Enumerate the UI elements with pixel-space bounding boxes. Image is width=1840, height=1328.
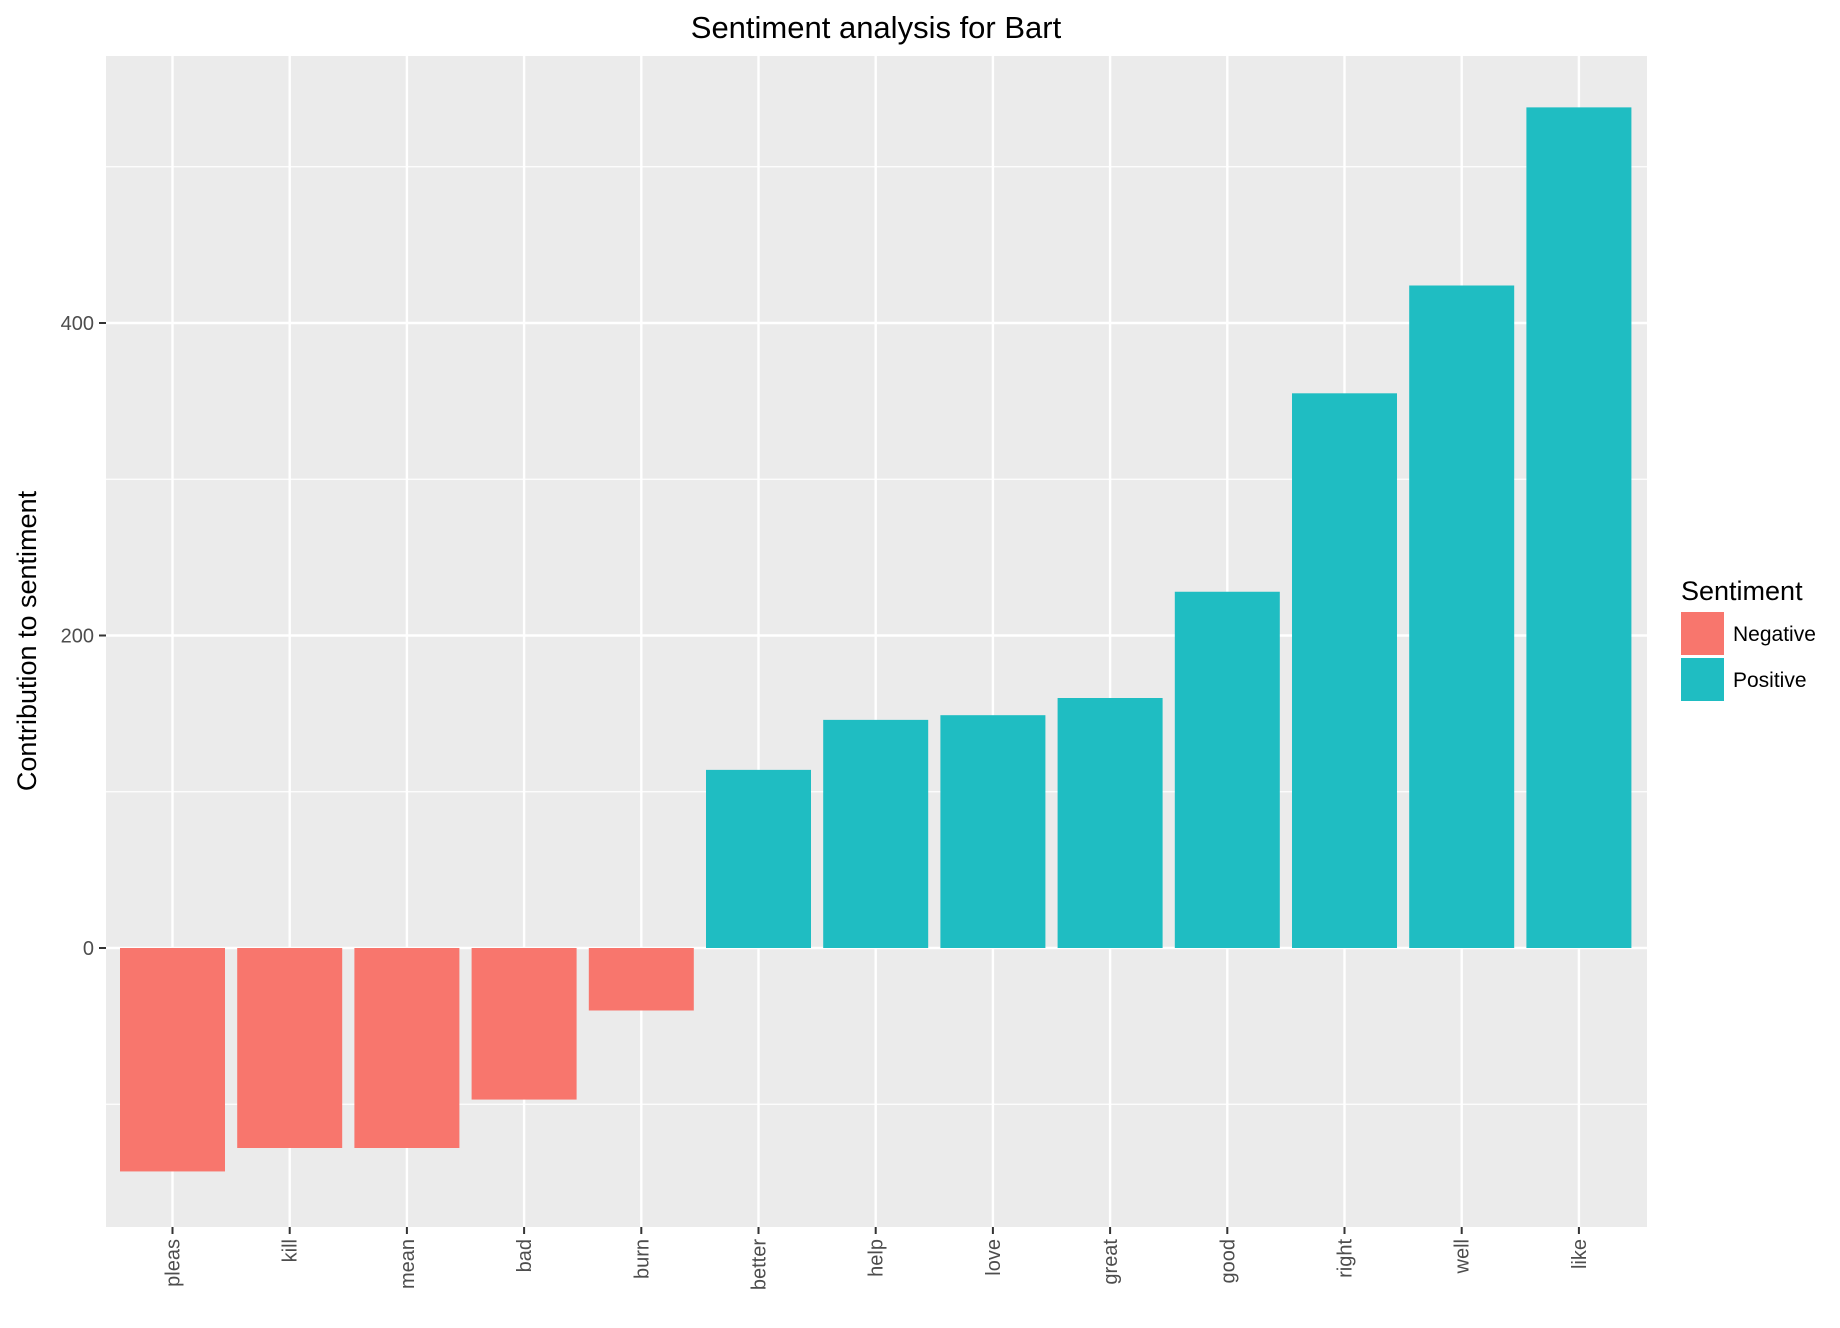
bar-good xyxy=(1174,591,1280,948)
legend-key-positive xyxy=(1681,658,1724,701)
bars xyxy=(120,107,1632,1172)
x-tick-label: like xyxy=(1569,1239,1591,1269)
legend-label-negative: Negative xyxy=(1733,623,1816,646)
x-tick-label: right xyxy=(1335,1239,1357,1278)
y-axis-title: Contribution to sentiment xyxy=(12,490,42,791)
x-tick-label: help xyxy=(866,1239,888,1277)
legend: Sentiment Negative Positive xyxy=(1681,576,1816,701)
x-tick-label: great xyxy=(1100,1239,1122,1285)
x-tick-label: bad xyxy=(514,1239,536,1272)
y-tick-label: 0 xyxy=(83,938,94,960)
x-tick-label: pleas xyxy=(163,1239,185,1287)
x-axis: pleas kill mean bad burn better help love great g… xyxy=(163,1227,1591,1290)
x-tick-label: good xyxy=(1217,1239,1239,1284)
bar-well xyxy=(1409,285,1515,948)
x-tick-label: well xyxy=(1452,1239,1474,1274)
legend-key-negative xyxy=(1681,612,1724,655)
bar-mean xyxy=(354,948,460,1148)
x-tick-label: kill xyxy=(280,1239,302,1262)
x-tick-label: mean xyxy=(397,1239,419,1289)
bar-better xyxy=(706,769,811,948)
bar-pleas xyxy=(120,948,225,1172)
bar-love xyxy=(940,715,1046,948)
legend-title: Sentiment xyxy=(1681,576,1803,606)
chart-title: Sentiment analysis for Bart xyxy=(691,10,1062,45)
bar-burn xyxy=(588,948,694,1011)
bar-great xyxy=(1057,698,1163,948)
bar-bad xyxy=(471,948,577,1100)
bar-right xyxy=(1292,393,1397,948)
x-tick-label: love xyxy=(983,1239,1005,1276)
y-axis: 0 200 400 xyxy=(61,313,106,960)
legend-label-positive: Positive xyxy=(1733,669,1807,692)
x-tick-label: better xyxy=(749,1239,771,1290)
y-tick-label: 400 xyxy=(61,313,94,335)
bar-help xyxy=(823,719,929,948)
bar-like xyxy=(1526,107,1632,948)
bar-kill xyxy=(237,948,343,1148)
x-tick-label: burn xyxy=(631,1239,653,1279)
y-tick-label: 200 xyxy=(61,626,94,648)
